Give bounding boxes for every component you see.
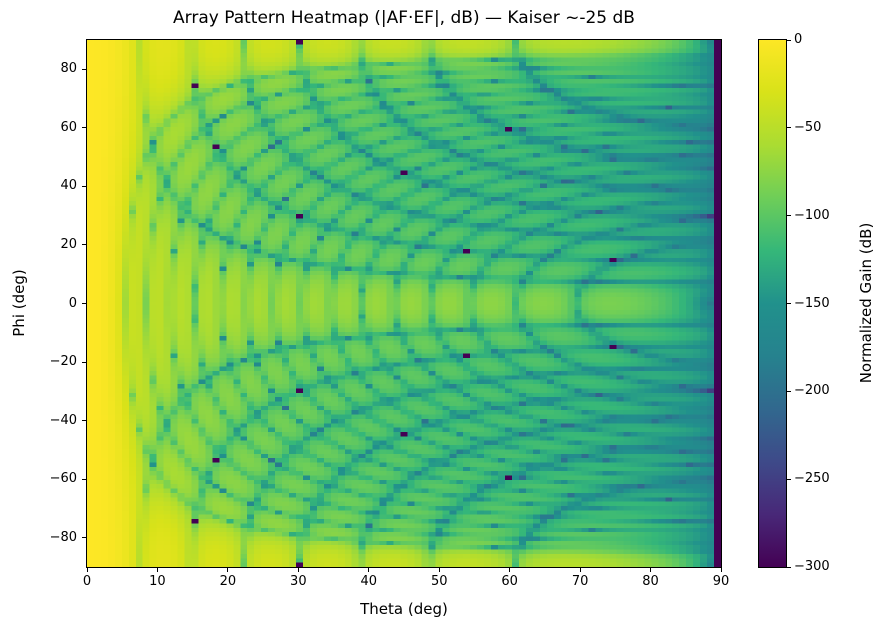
colorbar-tick-label: −100 <box>794 207 830 223</box>
plot-area <box>86 39 722 568</box>
colorbar-tick-mark <box>787 303 791 304</box>
colorbar-tick-label: −50 <box>794 119 822 135</box>
x-tick-mark <box>438 568 440 572</box>
colorbar-tick-mark <box>787 390 791 392</box>
colorbar-tick-mark <box>787 127 791 129</box>
x-tick-label: 80 <box>642 574 659 589</box>
colorbar-gradient <box>759 40 786 567</box>
y-tick-label: −40 <box>49 412 77 428</box>
colorbar-tick-label: −150 <box>794 295 830 311</box>
y-tick-label: −80 <box>49 529 77 545</box>
x-tick-label: 30 <box>290 574 307 589</box>
x-tick-label: 0 <box>82 574 92 589</box>
x-tick-mark <box>650 568 652 572</box>
colorbar-tick-mark <box>787 478 791 480</box>
x-tick-mark <box>86 568 88 572</box>
colorbar-tick-label: −250 <box>794 471 830 487</box>
y-tick-label: 20 <box>60 236 77 252</box>
x-tick-mark <box>579 568 581 572</box>
y-tick-label: 80 <box>60 61 77 77</box>
colorbar-tick-mark <box>787 39 791 41</box>
x-tick-label: 50 <box>430 574 448 589</box>
x-tick-label: 90 <box>712 574 730 589</box>
x-tick-mark <box>156 568 158 572</box>
y-tick-mark <box>82 68 86 70</box>
colorbar-tick-mark <box>787 215 791 217</box>
x-tick-label: 60 <box>501 574 518 589</box>
x-tick-label: 20 <box>219 574 237 589</box>
y-tick-mark <box>82 303 86 304</box>
y-tick-mark <box>82 478 86 480</box>
colorbar-label: Normalized Gain (dB) <box>857 222 875 384</box>
colorbar-tick-label: 0 <box>794 32 803 47</box>
y-tick-label: −60 <box>49 471 77 487</box>
x-tick-mark <box>368 568 370 572</box>
colorbar-tick-label: −200 <box>794 383 830 399</box>
y-axis-label: Phi (deg) <box>10 269 28 337</box>
y-tick-mark <box>82 185 86 187</box>
y-tick-mark <box>82 244 86 246</box>
x-tick-label: 70 <box>571 574 589 589</box>
x-tick-mark <box>227 568 229 572</box>
x-tick-mark <box>509 568 511 572</box>
y-tick-mark <box>82 537 86 539</box>
y-tick-label: 60 <box>60 119 77 135</box>
x-tick-mark <box>720 568 722 572</box>
colorbar-tick-mark <box>787 566 791 568</box>
y-tick-mark <box>82 127 86 129</box>
y-tick-label: 40 <box>60 178 77 194</box>
y-tick-mark <box>82 361 86 363</box>
y-tick-label: 0 <box>68 295 77 311</box>
x-axis-label: Theta (deg) <box>360 600 448 618</box>
x-tick-mark <box>297 568 299 572</box>
colorbar-tick-label: −300 <box>794 559 830 574</box>
y-tick-mark <box>82 420 86 422</box>
x-tick-label: 10 <box>149 574 166 589</box>
chart-title: Array Pattern Heatmap (|AF·EF|, dB) — Ka… <box>173 8 635 28</box>
colorbar <box>758 39 787 568</box>
heatmap-canvas <box>87 40 721 567</box>
y-tick-label: −20 <box>49 354 77 370</box>
x-tick-label: 40 <box>360 574 378 589</box>
